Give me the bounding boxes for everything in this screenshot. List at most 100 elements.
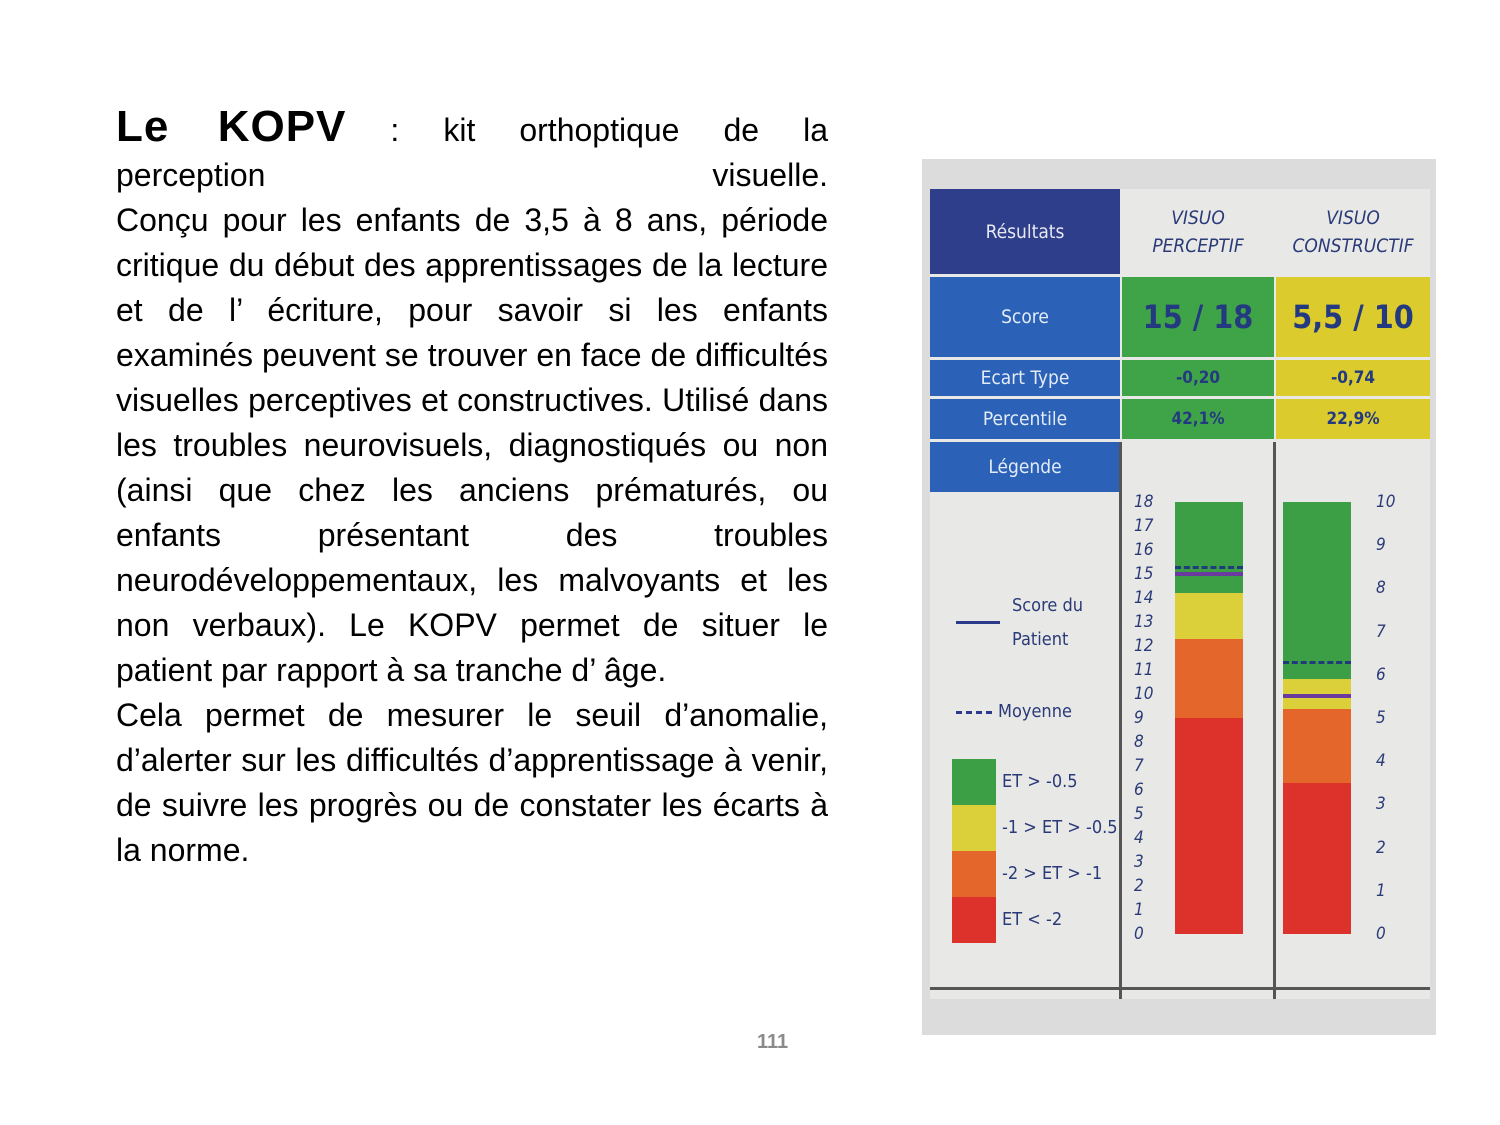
patient-marker — [1175, 572, 1243, 576]
grid-line — [1273, 442, 1276, 999]
tick-label: 9 — [1376, 535, 1386, 556]
mean-marker — [1283, 660, 1351, 664]
tick-label: 3 — [1376, 794, 1386, 815]
legend-green-swatch — [952, 759, 996, 805]
legend-green-label: ET > -0.5 — [1002, 771, 1078, 792]
band-red — [1175, 718, 1243, 934]
tick-label: 0 — [1376, 924, 1386, 944]
band-yellow — [1175, 593, 1243, 639]
tick-label: 8 — [1376, 578, 1386, 599]
legend-patient-line1: Score du — [1012, 595, 1084, 616]
header-resultats: Résultats — [930, 189, 1120, 274]
ecart-constructif: -0,74 — [1330, 368, 1376, 388]
paragraph-purpose: Cela permet de mesurer le seuil d’anomal… — [116, 697, 828, 868]
col1-line1: VISUO — [1171, 206, 1225, 229]
tick-label: 10 — [1376, 492, 1396, 512]
legend-red-label: ET < -2 — [1002, 909, 1063, 930]
row-score-text: Score — [1001, 306, 1049, 328]
tick-label: 17 — [1134, 516, 1154, 536]
patient-marker — [1283, 694, 1351, 699]
header-visuo-perceptif: VISUO PERCEPTIF — [1122, 189, 1274, 274]
col2-line1: VISUO — [1326, 206, 1380, 229]
tick-label: 4 — [1376, 751, 1386, 772]
percentile-perceptif: 42,1% — [1171, 409, 1225, 429]
tick-label: 10 — [1134, 684, 1154, 704]
legend-yellow-swatch — [952, 805, 996, 851]
score-constructif: 5,5 / 10 — [1292, 298, 1414, 336]
tick-label: 15 — [1134, 564, 1154, 584]
tick-label: 5 — [1376, 708, 1386, 728]
tick-label: 7 — [1376, 621, 1386, 642]
percentile-perceptif-cell: 42,1% — [1122, 399, 1274, 439]
score-constructif-cell: 5,5 / 10 — [1276, 277, 1430, 357]
tick-label: 9 — [1134, 708, 1144, 728]
tick-label: 18 — [1134, 492, 1154, 512]
tick-label: 12 — [1134, 636, 1154, 656]
title-visuelle: visuelle. — [712, 157, 828, 193]
tick-label: 3 — [1134, 852, 1144, 872]
title-perception: perception — [116, 157, 266, 193]
tick-label: 0 — [1134, 924, 1144, 944]
header-resultats-label: Résultats — [985, 220, 1065, 243]
legend-patient-line — [956, 621, 1000, 624]
col2-line2: CONSTRUCTIF — [1292, 234, 1414, 257]
band-green — [1283, 502, 1351, 680]
tick-label: 14 — [1134, 588, 1154, 608]
legend-mean-label: Moyenne — [998, 701, 1072, 722]
grid-line — [930, 987, 1430, 990]
tick-label: 2 — [1376, 837, 1386, 858]
header-visuo-constructif: VISUO CONSTRUCTIF — [1276, 189, 1430, 274]
tick-label: 5 — [1134, 804, 1144, 824]
score-perceptif: 15 / 18 — [1142, 298, 1254, 336]
row-score-label: Score — [930, 277, 1120, 357]
legend-red-swatch — [952, 897, 996, 943]
slide-title: Le KOPV : kit orthoptique de la — [116, 104, 828, 153]
tick-label: 6 — [1376, 664, 1386, 685]
paragraph-description: Conçu pour les enfants de 3,5 à 8 ans, p… — [116, 202, 828, 688]
tick-label: 7 — [1134, 756, 1144, 776]
tick-label: 13 — [1134, 612, 1154, 632]
legend-mean-line — [956, 711, 992, 714]
row-percentile-label: Percentile — [930, 399, 1120, 439]
band-yellow — [1283, 679, 1351, 710]
legend-orange-swatch — [952, 851, 996, 897]
row-legende-text: Légende — [988, 456, 1062, 478]
legend-yellow-label: -1 > ET > -0.5 — [1002, 817, 1118, 838]
band-orange — [1283, 709, 1351, 783]
col1-line2: PERCEPTIF — [1152, 234, 1244, 257]
bar-visuo-perceptif — [1175, 502, 1243, 934]
ecart-perceptif-cell: -0,20 — [1122, 360, 1274, 396]
tick-label: 1 — [1134, 900, 1144, 920]
tick-label: 1 — [1376, 880, 1386, 901]
mean-marker — [1175, 565, 1243, 569]
title-subtitle: : kit orthoptique de la — [346, 112, 828, 148]
row-ecart-label: Ecart Type — [930, 360, 1120, 396]
tick-label: 4 — [1134, 828, 1144, 848]
title-line-2: perception visuelle. — [116, 153, 828, 198]
row-legende-label: Légende — [930, 442, 1120, 492]
row-percentile-text: Percentile — [982, 408, 1068, 430]
results-sheet-photo: Résultats VISUO PERCEPTIF VISUO CONSTRUC… — [922, 159, 1436, 1035]
tick-label: 11 — [1134, 660, 1154, 680]
ecart-constructif-cell: -0,74 — [1276, 360, 1430, 396]
tick-label: 8 — [1134, 732, 1144, 752]
slide-text: Le KOPV : kit orthoptique de la percepti… — [116, 104, 828, 873]
ecart-perceptif: -0,20 — [1175, 368, 1221, 388]
title-kopv: Le KOPV — [116, 102, 347, 151]
row-ecart-text: Ecart Type — [980, 367, 1070, 389]
band-orange — [1175, 638, 1243, 718]
band-green — [1175, 502, 1243, 594]
tick-label: 2 — [1134, 876, 1144, 896]
legend-patient-label: Score du Patient — [1012, 589, 1083, 657]
band-red — [1283, 782, 1351, 934]
legend-orange-label: -2 > ET > -1 — [1002, 863, 1103, 884]
score-perceptif-cell: 15 / 18 — [1122, 277, 1274, 357]
tick-label: 16 — [1134, 540, 1154, 560]
grid-line — [1119, 442, 1122, 999]
results-table: Résultats VISUO PERCEPTIF VISUO CONSTRUC… — [930, 189, 1430, 999]
percentile-constructif-cell: 22,9% — [1276, 399, 1430, 439]
page-number: 111 — [757, 1031, 789, 1053]
percentile-constructif: 22,9% — [1326, 409, 1380, 429]
tick-label: 6 — [1134, 780, 1144, 800]
bar-visuo-constructif — [1283, 502, 1351, 934]
